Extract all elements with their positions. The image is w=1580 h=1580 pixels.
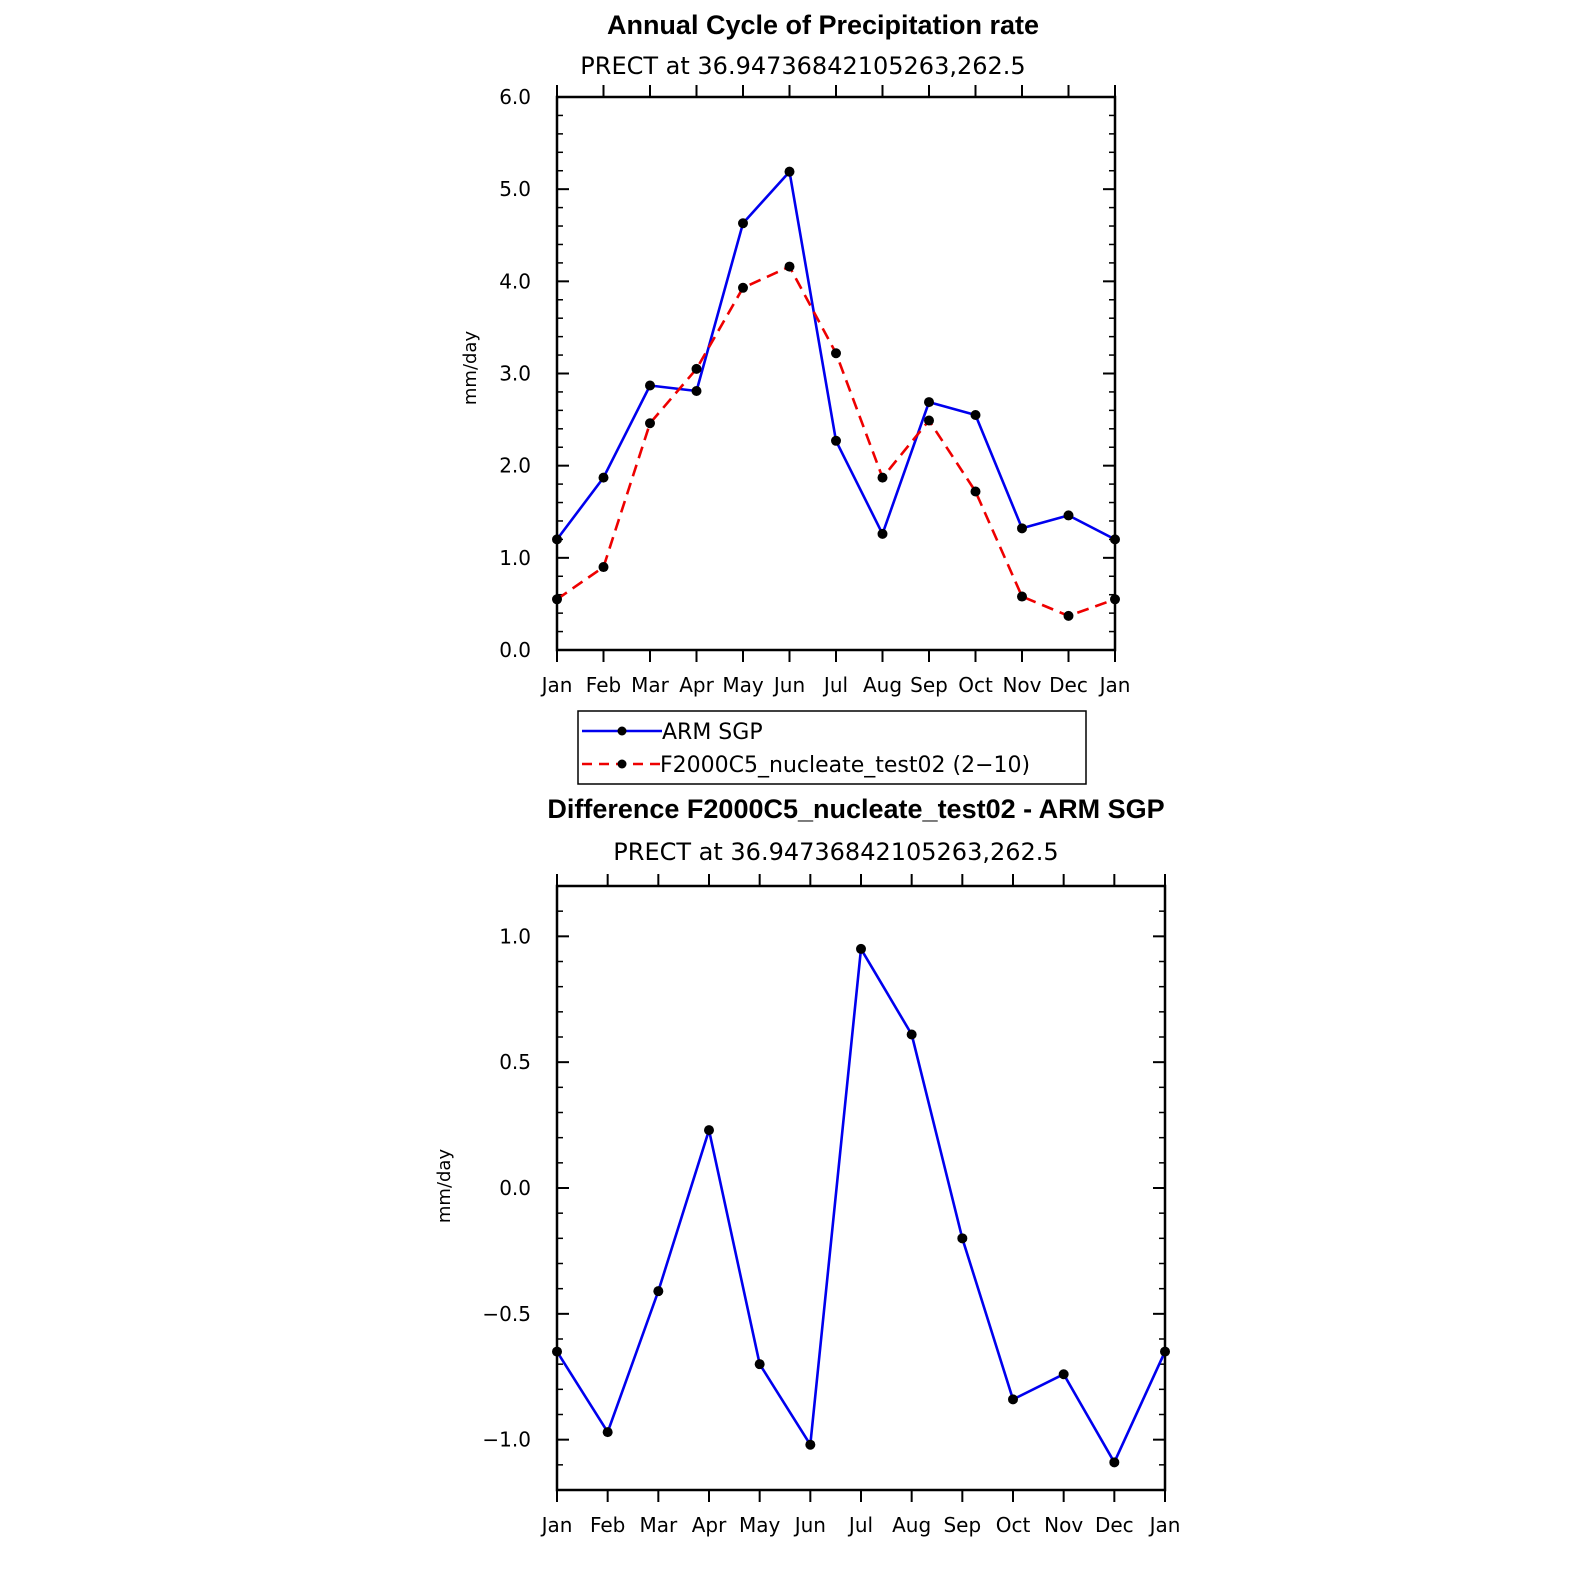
panel2-series-0-point bbox=[1160, 1346, 1170, 1357]
y-tick-label: 1.0 bbox=[499, 924, 531, 948]
panel1-series-1-point bbox=[1110, 594, 1120, 605]
y-tick-label: 3.0 bbox=[499, 362, 531, 386]
legend-marker-model bbox=[617, 759, 627, 769]
panel2-series-0-point bbox=[1109, 1457, 1120, 1468]
x-tick-label: Mar bbox=[631, 673, 670, 697]
x-tick-label: Jan bbox=[1148, 1513, 1181, 1537]
panel2-y-axis-label: mm/day bbox=[434, 1149, 455, 1224]
legend-marker-arm-sgp bbox=[617, 726, 627, 736]
panel2-series-0-point bbox=[1008, 1394, 1018, 1405]
panel1-axes: 0.0 1.0 2.0 3.0 4.0 5.0 6.0 Jan Feb Mar Apr May Jun J… bbox=[499, 85, 1130, 697]
y-tick-label: 0.0 bbox=[499, 1176, 531, 1200]
y-tick-label: −1.0 bbox=[482, 1428, 531, 1452]
panel1-series-1-point bbox=[784, 261, 795, 272]
panel1-series-1-point bbox=[877, 472, 888, 483]
panel1-plot-frame bbox=[555, 95, 1117, 652]
panel1-series bbox=[552, 166, 1120, 621]
x-tick-label: Dec bbox=[1049, 673, 1088, 697]
x-tick-label: Jun bbox=[772, 673, 805, 697]
x-tick-label: Jul bbox=[847, 1513, 873, 1537]
panel1-series-1-point bbox=[970, 486, 981, 497]
panel2-series bbox=[552, 943, 1170, 1468]
x-tick-label: Jan bbox=[540, 1513, 573, 1537]
panel1-legend: ARM SGP F2000C5_nucleate_test02 (2−10) bbox=[577, 710, 1087, 785]
panel2-series-0-point bbox=[704, 1125, 714, 1136]
panel1-series-0-point bbox=[598, 472, 609, 483]
panel2-series-0-point bbox=[602, 1427, 613, 1438]
panel1-series-0-point bbox=[1063, 510, 1074, 521]
x-tick-label: Nov bbox=[1002, 673, 1041, 697]
panel1-series-0-point bbox=[691, 386, 702, 397]
y-tick-label: 6.0 bbox=[499, 85, 531, 109]
panel1-series-1-point bbox=[738, 282, 748, 293]
x-tick-label: Aug bbox=[863, 673, 902, 697]
panel1-series-0-point bbox=[1017, 523, 1027, 534]
panel1-title: Annual Cycle of Precipitation rate bbox=[607, 10, 1039, 40]
panel2-series-0-point bbox=[856, 943, 866, 954]
x-tick-label: Jun bbox=[793, 1513, 826, 1537]
panel1-series-1-point bbox=[1063, 610, 1074, 621]
x-tick-label: Jan bbox=[540, 673, 573, 697]
panel2-series-0-point bbox=[1058, 1369, 1069, 1380]
y-tick-label: 5.0 bbox=[499, 177, 531, 201]
panel2-series-0-point bbox=[552, 1346, 562, 1357]
panel1-series-1-point bbox=[924, 415, 934, 426]
x-tick-label: Sep bbox=[943, 1513, 981, 1537]
panel1-series-1-point bbox=[598, 562, 609, 573]
panel1-series-1-point bbox=[691, 363, 702, 374]
panel1-series-0-point bbox=[831, 435, 841, 446]
panel1-series-1-point bbox=[1017, 591, 1027, 602]
y-tick-label: 0.5 bbox=[499, 1050, 531, 1074]
panel1-series-0-point bbox=[784, 166, 795, 177]
panel1-y-axis-label: mm/day bbox=[460, 331, 481, 406]
x-tick-label: Sep bbox=[910, 673, 948, 697]
difference-panel: Difference F2000C5_nucleate_test02 - ARM… bbox=[434, 794, 1180, 1537]
x-tick-label: Nov bbox=[1044, 1513, 1083, 1537]
panel1-series-0-point bbox=[924, 397, 934, 408]
x-tick-label: Jan bbox=[1098, 673, 1131, 697]
panel2-subtitle: PRECT at 36.94736842105263,262.5 bbox=[613, 838, 1058, 866]
panel2-series-0-point bbox=[805, 1439, 816, 1450]
x-tick-label: Feb bbox=[586, 673, 621, 697]
legend-label-arm-sgp: ARM SGP bbox=[662, 720, 763, 745]
x-tick-label: Oct bbox=[958, 673, 993, 697]
panel2-series-0-point bbox=[906, 1029, 917, 1040]
legend-label-model: F2000C5_nucleate_test02 (2−10) bbox=[660, 753, 1030, 778]
y-tick-label: 1.0 bbox=[499, 546, 531, 570]
panel1-series-0-point bbox=[738, 218, 748, 229]
panel2-series-0-line bbox=[555, 947, 1167, 1464]
x-tick-label: Jul bbox=[822, 673, 848, 697]
x-tick-label: Aug bbox=[892, 1513, 931, 1537]
precip-annual-cycle-panel: Annual Cycle of Precipitation rate PRECT… bbox=[460, 10, 1130, 785]
panel2-title: Difference F2000C5_nucleate_test02 - ARM… bbox=[547, 794, 1164, 824]
x-tick-label: Apr bbox=[692, 1513, 727, 1537]
panel2-series-0-point bbox=[653, 1286, 664, 1297]
x-tick-label: Apr bbox=[679, 673, 714, 697]
panel1-series-0-point bbox=[970, 409, 981, 420]
panel1-series-1-point bbox=[645, 418, 655, 429]
y-tick-label: 4.0 bbox=[499, 269, 531, 293]
panel1-series-0-point bbox=[1110, 534, 1120, 545]
panel1-series-0-point bbox=[552, 534, 562, 545]
panel1-series-0-point bbox=[645, 380, 655, 391]
y-tick-label: 0.0 bbox=[499, 638, 531, 662]
panel2-series-0-point bbox=[754, 1359, 765, 1370]
panel1-series-0-point bbox=[877, 528, 888, 539]
x-tick-label: Mar bbox=[639, 1513, 678, 1537]
y-tick-label: 2.0 bbox=[499, 454, 531, 478]
panel2-axes: −1.0 −0.5 0.0 0.5 1.0 Jan Feb Mar Apr May Jun Jul Au… bbox=[482, 874, 1180, 1537]
x-tick-label: Dec bbox=[1095, 1513, 1134, 1537]
x-tick-label: Oct bbox=[996, 1513, 1031, 1537]
panel1-series-1-point bbox=[552, 594, 562, 605]
x-tick-label: May bbox=[722, 673, 764, 697]
panel2-series-0-point bbox=[957, 1233, 968, 1244]
panel1-series-1-point bbox=[831, 348, 841, 359]
panel2-plot-frame bbox=[555, 884, 1167, 1492]
x-tick-label: Feb bbox=[590, 1513, 625, 1537]
legend-box bbox=[577, 710, 1087, 785]
panel1-subtitle: PRECT at 36.94736842105263,262.5 bbox=[580, 52, 1025, 80]
x-tick-label: May bbox=[739, 1513, 781, 1537]
y-tick-label: −0.5 bbox=[482, 1302, 531, 1326]
